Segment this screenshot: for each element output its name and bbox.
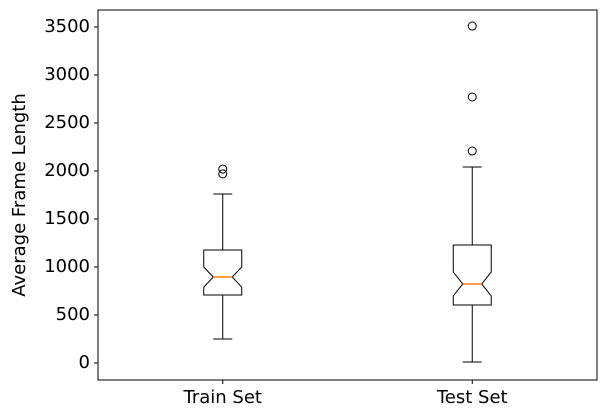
outlier [467, 92, 477, 102]
plot-frame [97, 9, 598, 381]
outlier [467, 146, 477, 156]
y-axis-label: Average Frame Length [9, 93, 30, 297]
y-tick-label: 3500 [44, 16, 90, 37]
y-tick-label: 500 [56, 304, 90, 325]
outlier [467, 21, 477, 31]
outlier [218, 164, 228, 174]
outlier [218, 169, 228, 179]
box [203, 249, 243, 296]
box [452, 244, 492, 306]
y-tick-label: 1500 [44, 208, 90, 229]
y-tick-label: 2000 [44, 160, 90, 181]
y-tick-label: 0 [79, 352, 90, 373]
y-tick-label: 1000 [44, 256, 90, 277]
y-tick-label: 3000 [44, 64, 90, 85]
y-tick-label: 2500 [44, 112, 90, 133]
x-tick-label: Test Set [436, 387, 508, 408]
x-tick-label: Train Set [183, 387, 262, 408]
